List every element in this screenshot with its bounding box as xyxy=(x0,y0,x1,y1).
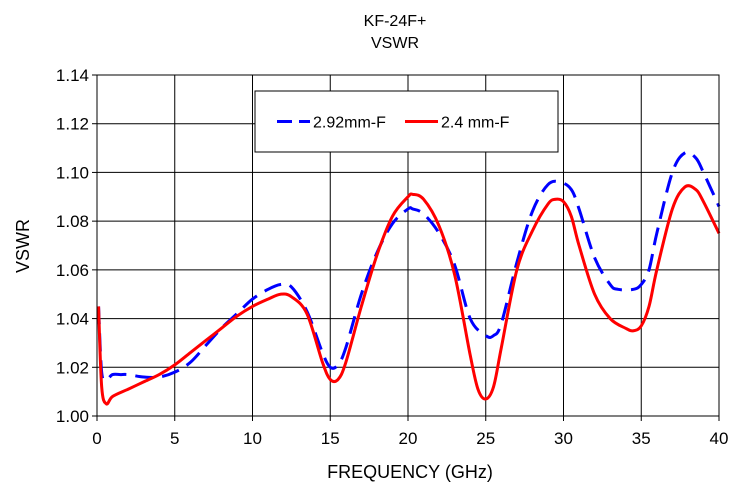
series-lines xyxy=(97,150,721,406)
plot-area-frame xyxy=(96,74,720,417)
y-tick-label: 1.02 xyxy=(56,358,89,377)
legend-label: 2.92mm-F xyxy=(313,115,386,132)
x-tick-label: 35 xyxy=(632,429,651,448)
tick-labels: 0 5 10 15 20 25 30 35 40 1.00 1.02 1.04 1.06 1.08 1.10… xyxy=(56,66,729,448)
chart-subtitle: VSWR xyxy=(371,35,419,52)
series-line-2-4-mm-f xyxy=(97,184,721,406)
y-tick-label: 1.14 xyxy=(56,66,89,85)
x-tick-label: 25 xyxy=(476,429,495,448)
x-tick-label: 20 xyxy=(399,429,418,448)
y-tick-label: 1.04 xyxy=(56,310,89,329)
y-tick-label: 1.00 xyxy=(56,407,89,426)
x-tick-label: 40 xyxy=(710,429,729,448)
x-tick-label: 10 xyxy=(243,429,262,448)
y-tick-label: 1.06 xyxy=(56,261,89,280)
legend-label: 2.4 mm-F xyxy=(441,115,510,132)
x-tick-label: 15 xyxy=(321,429,340,448)
x-tick-label: 5 xyxy=(170,429,179,448)
y-tick-label: 1.10 xyxy=(56,163,89,182)
chart-title: KF-24F+ xyxy=(364,13,427,30)
series-line-2-92mm-f xyxy=(97,150,721,382)
y-tick-label: 1.08 xyxy=(56,212,89,231)
legend: 2.92mm-F 2.4 mm-F xyxy=(254,90,559,153)
y-tick-label: 1.12 xyxy=(56,115,89,134)
x-tick-label: 0 xyxy=(92,429,101,448)
y-axis-title: VSWR xyxy=(13,219,33,273)
x-tick-label: 30 xyxy=(554,429,573,448)
x-axis-title: FREQUENCY (GHz) xyxy=(327,462,493,482)
